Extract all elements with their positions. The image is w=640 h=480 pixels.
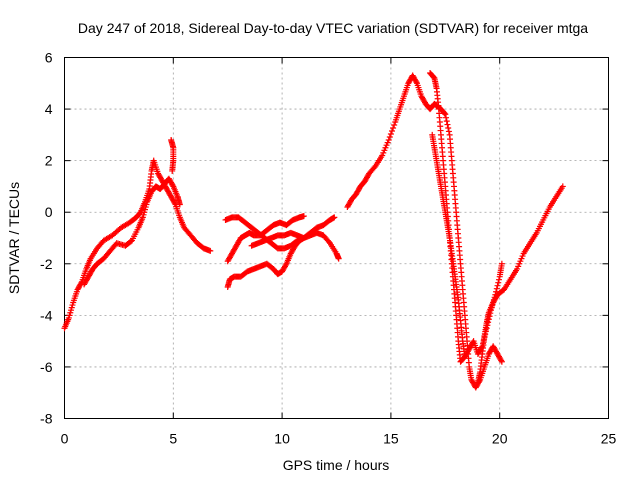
data-point bbox=[413, 78, 420, 85]
data-point bbox=[559, 183, 566, 190]
data-point bbox=[495, 276, 502, 283]
data-point bbox=[391, 121, 398, 128]
series-seg10 bbox=[429, 131, 468, 360]
data-point bbox=[443, 118, 450, 125]
y-tick-label: 6 bbox=[45, 50, 53, 66]
x-tick-label: 0 bbox=[61, 431, 69, 447]
data-point bbox=[388, 127, 395, 134]
data-point bbox=[282, 262, 289, 269]
data-point bbox=[331, 214, 338, 221]
y-axis-label: SDTVAR / TECUs bbox=[6, 182, 22, 294]
data-point bbox=[461, 353, 468, 360]
series-seg6 bbox=[224, 213, 307, 265]
series-seg9 bbox=[427, 69, 505, 365]
data-point bbox=[335, 255, 342, 262]
data-point bbox=[390, 124, 397, 131]
series-seg7 bbox=[248, 214, 338, 249]
y-tick-label: -2 bbox=[40, 256, 53, 272]
x-tick-label: 10 bbox=[274, 431, 290, 447]
data-point bbox=[445, 128, 452, 135]
y-tick-label: 4 bbox=[45, 101, 53, 117]
data-point bbox=[176, 201, 183, 208]
data-point bbox=[445, 124, 452, 131]
data-point bbox=[444, 121, 451, 128]
series-seg2 bbox=[81, 175, 183, 288]
plot-frame bbox=[64, 57, 609, 419]
data-point bbox=[300, 213, 307, 220]
x-tick-label: 15 bbox=[383, 431, 399, 447]
data-point bbox=[387, 130, 394, 137]
data-point bbox=[494, 282, 501, 289]
data-point bbox=[207, 247, 214, 254]
data-marks bbox=[61, 69, 566, 391]
chart-title: Day 247 of 2018, Sidereal Day-to-day VTE… bbox=[78, 20, 588, 36]
data-point bbox=[498, 357, 505, 364]
data-point bbox=[385, 137, 392, 144]
data-point bbox=[498, 358, 505, 365]
axis-ticks: 0 5 10 15 20 25 -8 -6 -4 -2 0 2 4 6 bbox=[40, 50, 616, 447]
data-point bbox=[169, 182, 176, 189]
data-point bbox=[443, 114, 450, 121]
series-seg3 bbox=[168, 137, 177, 174]
y-tick-label: 2 bbox=[45, 153, 53, 169]
y-tick-label: 0 bbox=[45, 204, 53, 220]
data-point bbox=[495, 279, 502, 286]
y-tick-label: -6 bbox=[40, 359, 53, 375]
series-seg11 bbox=[474, 183, 566, 386]
data-point bbox=[442, 111, 449, 118]
series-seg5 bbox=[224, 235, 307, 290]
x-tick-label: 20 bbox=[492, 431, 508, 447]
x-tick-label: 5 bbox=[169, 431, 177, 447]
data-point bbox=[386, 134, 393, 141]
y-tick-label: -4 bbox=[40, 307, 53, 323]
data-point bbox=[127, 238, 134, 245]
x-tick-label: 25 bbox=[601, 431, 617, 447]
data-point bbox=[493, 285, 500, 292]
x-axis-label: GPS time / hours bbox=[283, 457, 390, 473]
y-tick-label: -8 bbox=[40, 411, 53, 427]
data-point bbox=[169, 167, 176, 174]
data-point bbox=[371, 164, 378, 171]
grid bbox=[64, 57, 609, 419]
data-point bbox=[498, 260, 505, 267]
series-seg1 bbox=[61, 157, 214, 332]
data-point bbox=[325, 238, 332, 245]
data-point bbox=[441, 110, 448, 117]
